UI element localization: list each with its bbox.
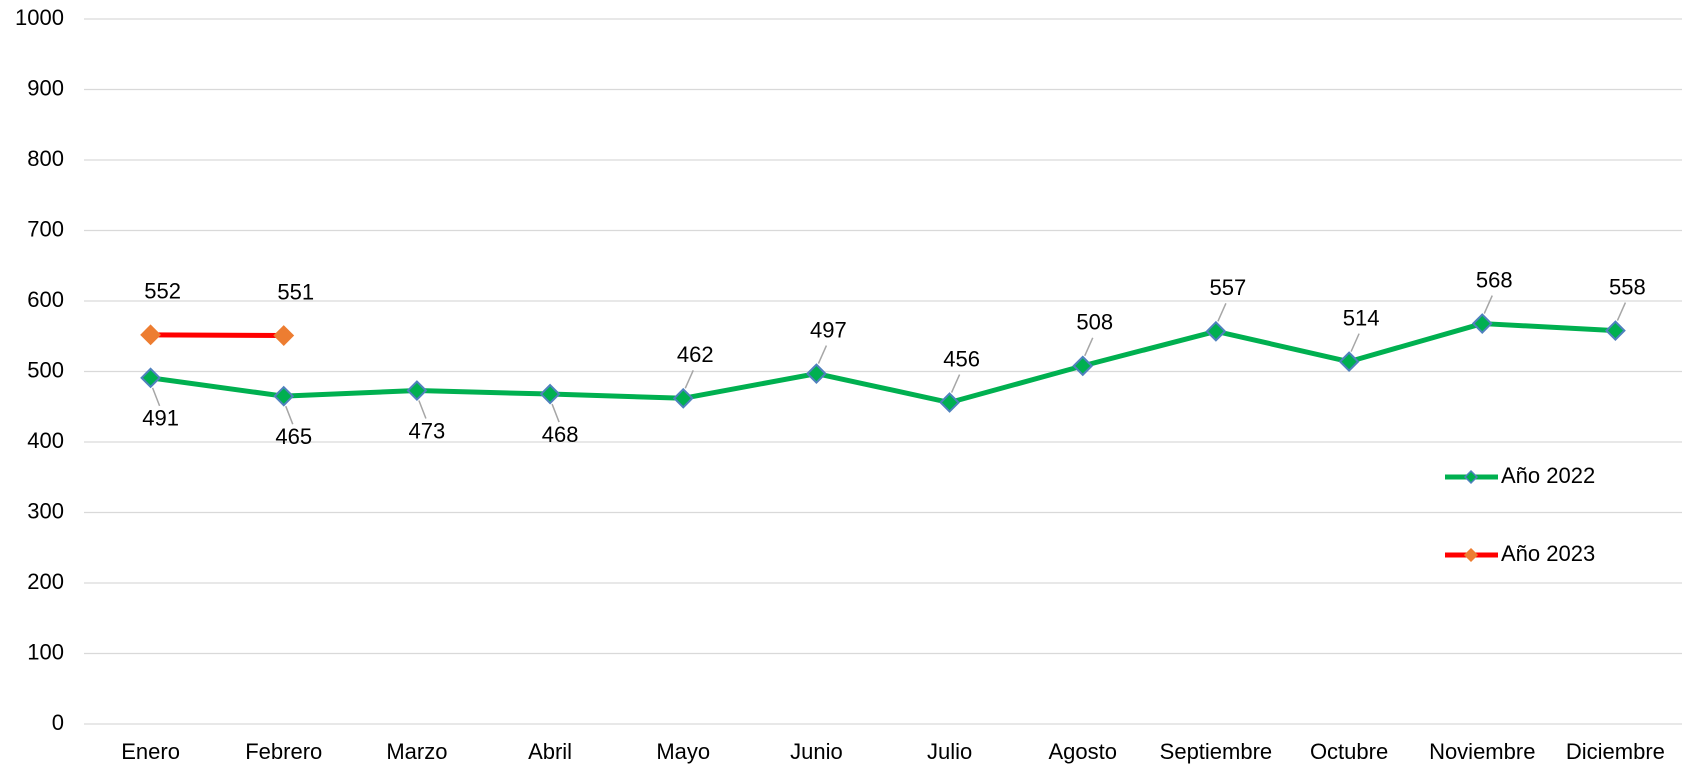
leader-line [817, 345, 828, 364]
y-tick-label: 900 [27, 75, 64, 100]
data-label: 557 [1210, 275, 1247, 300]
data-label: 491 [142, 406, 179, 431]
data-label: 568 [1476, 267, 1513, 292]
leader-line [151, 387, 161, 407]
data-point [672, 387, 694, 409]
data-label: 514 [1343, 305, 1380, 330]
x-tick-label: Diciembre [1566, 739, 1665, 764]
y-tick-label: 700 [27, 216, 64, 241]
data-point [1605, 320, 1626, 342]
data-point [1205, 320, 1227, 342]
leader-line [1217, 303, 1227, 322]
x-tick-label: Marzo [386, 739, 447, 764]
leader-line [950, 374, 961, 393]
data-label: 465 [275, 424, 312, 449]
y-tick-label: 200 [27, 569, 64, 594]
y-tick-label: 500 [27, 357, 64, 382]
y-tick-label: 100 [27, 639, 64, 664]
x-tick-label: Septiembre [1160, 739, 1273, 764]
data-label: 552 [144, 279, 181, 304]
legend-label: Año 2022 [1501, 463, 1595, 488]
legend-marker [1463, 469, 1479, 485]
series-line [150, 321, 1616, 406]
leader-line [1350, 333, 1360, 352]
leader-line [285, 405, 294, 425]
x-tick-label: Abril [528, 739, 572, 764]
data-point [1338, 351, 1360, 373]
data-label: 468 [542, 422, 579, 447]
series-line [150, 332, 284, 339]
y-tick-label: 0 [52, 710, 64, 735]
data-label: 497 [810, 317, 847, 342]
x-tick-label: Noviembre [1429, 739, 1535, 764]
leader-line [418, 400, 427, 419]
legend-marker [1463, 547, 1479, 563]
data-point [939, 392, 960, 413]
data-point [1471, 313, 1493, 334]
data-point [140, 367, 161, 389]
y-tick-label: 300 [27, 498, 64, 523]
x-tick-label: Agosto [1049, 739, 1118, 764]
leader-line [684, 369, 694, 389]
data-point [1072, 355, 1094, 377]
data-label: 473 [409, 418, 446, 443]
y-tick-label: 400 [27, 428, 64, 453]
data-point [539, 383, 561, 405]
x-tick-label: Junio [790, 739, 843, 764]
data-point [140, 324, 161, 346]
x-tick-label: Mayo [656, 739, 710, 764]
data-label: 551 [277, 279, 314, 304]
leader-line [1483, 295, 1493, 314]
data-label: 456 [943, 346, 980, 371]
data-label: 462 [677, 342, 714, 367]
data-point [806, 363, 827, 385]
y-tick-label: 600 [27, 287, 64, 312]
data-point [273, 385, 295, 407]
leader-line [551, 403, 560, 423]
y-tick-label: 1000 [15, 5, 64, 30]
x-tick-label: Febrero [245, 739, 322, 764]
data-point [406, 380, 428, 401]
leader-line [1084, 337, 1094, 357]
data-label: 508 [1076, 310, 1113, 335]
leader-line [1616, 302, 1627, 321]
y-tick-label: 800 [27, 146, 64, 171]
legend-label: Año 2023 [1501, 541, 1595, 566]
x-tick-label: Julio [927, 739, 972, 764]
data-point [273, 325, 295, 346]
x-tick-label: Enero [121, 739, 180, 764]
data-label: 558 [1609, 274, 1646, 299]
x-tick-label: Octubre [1310, 739, 1388, 764]
